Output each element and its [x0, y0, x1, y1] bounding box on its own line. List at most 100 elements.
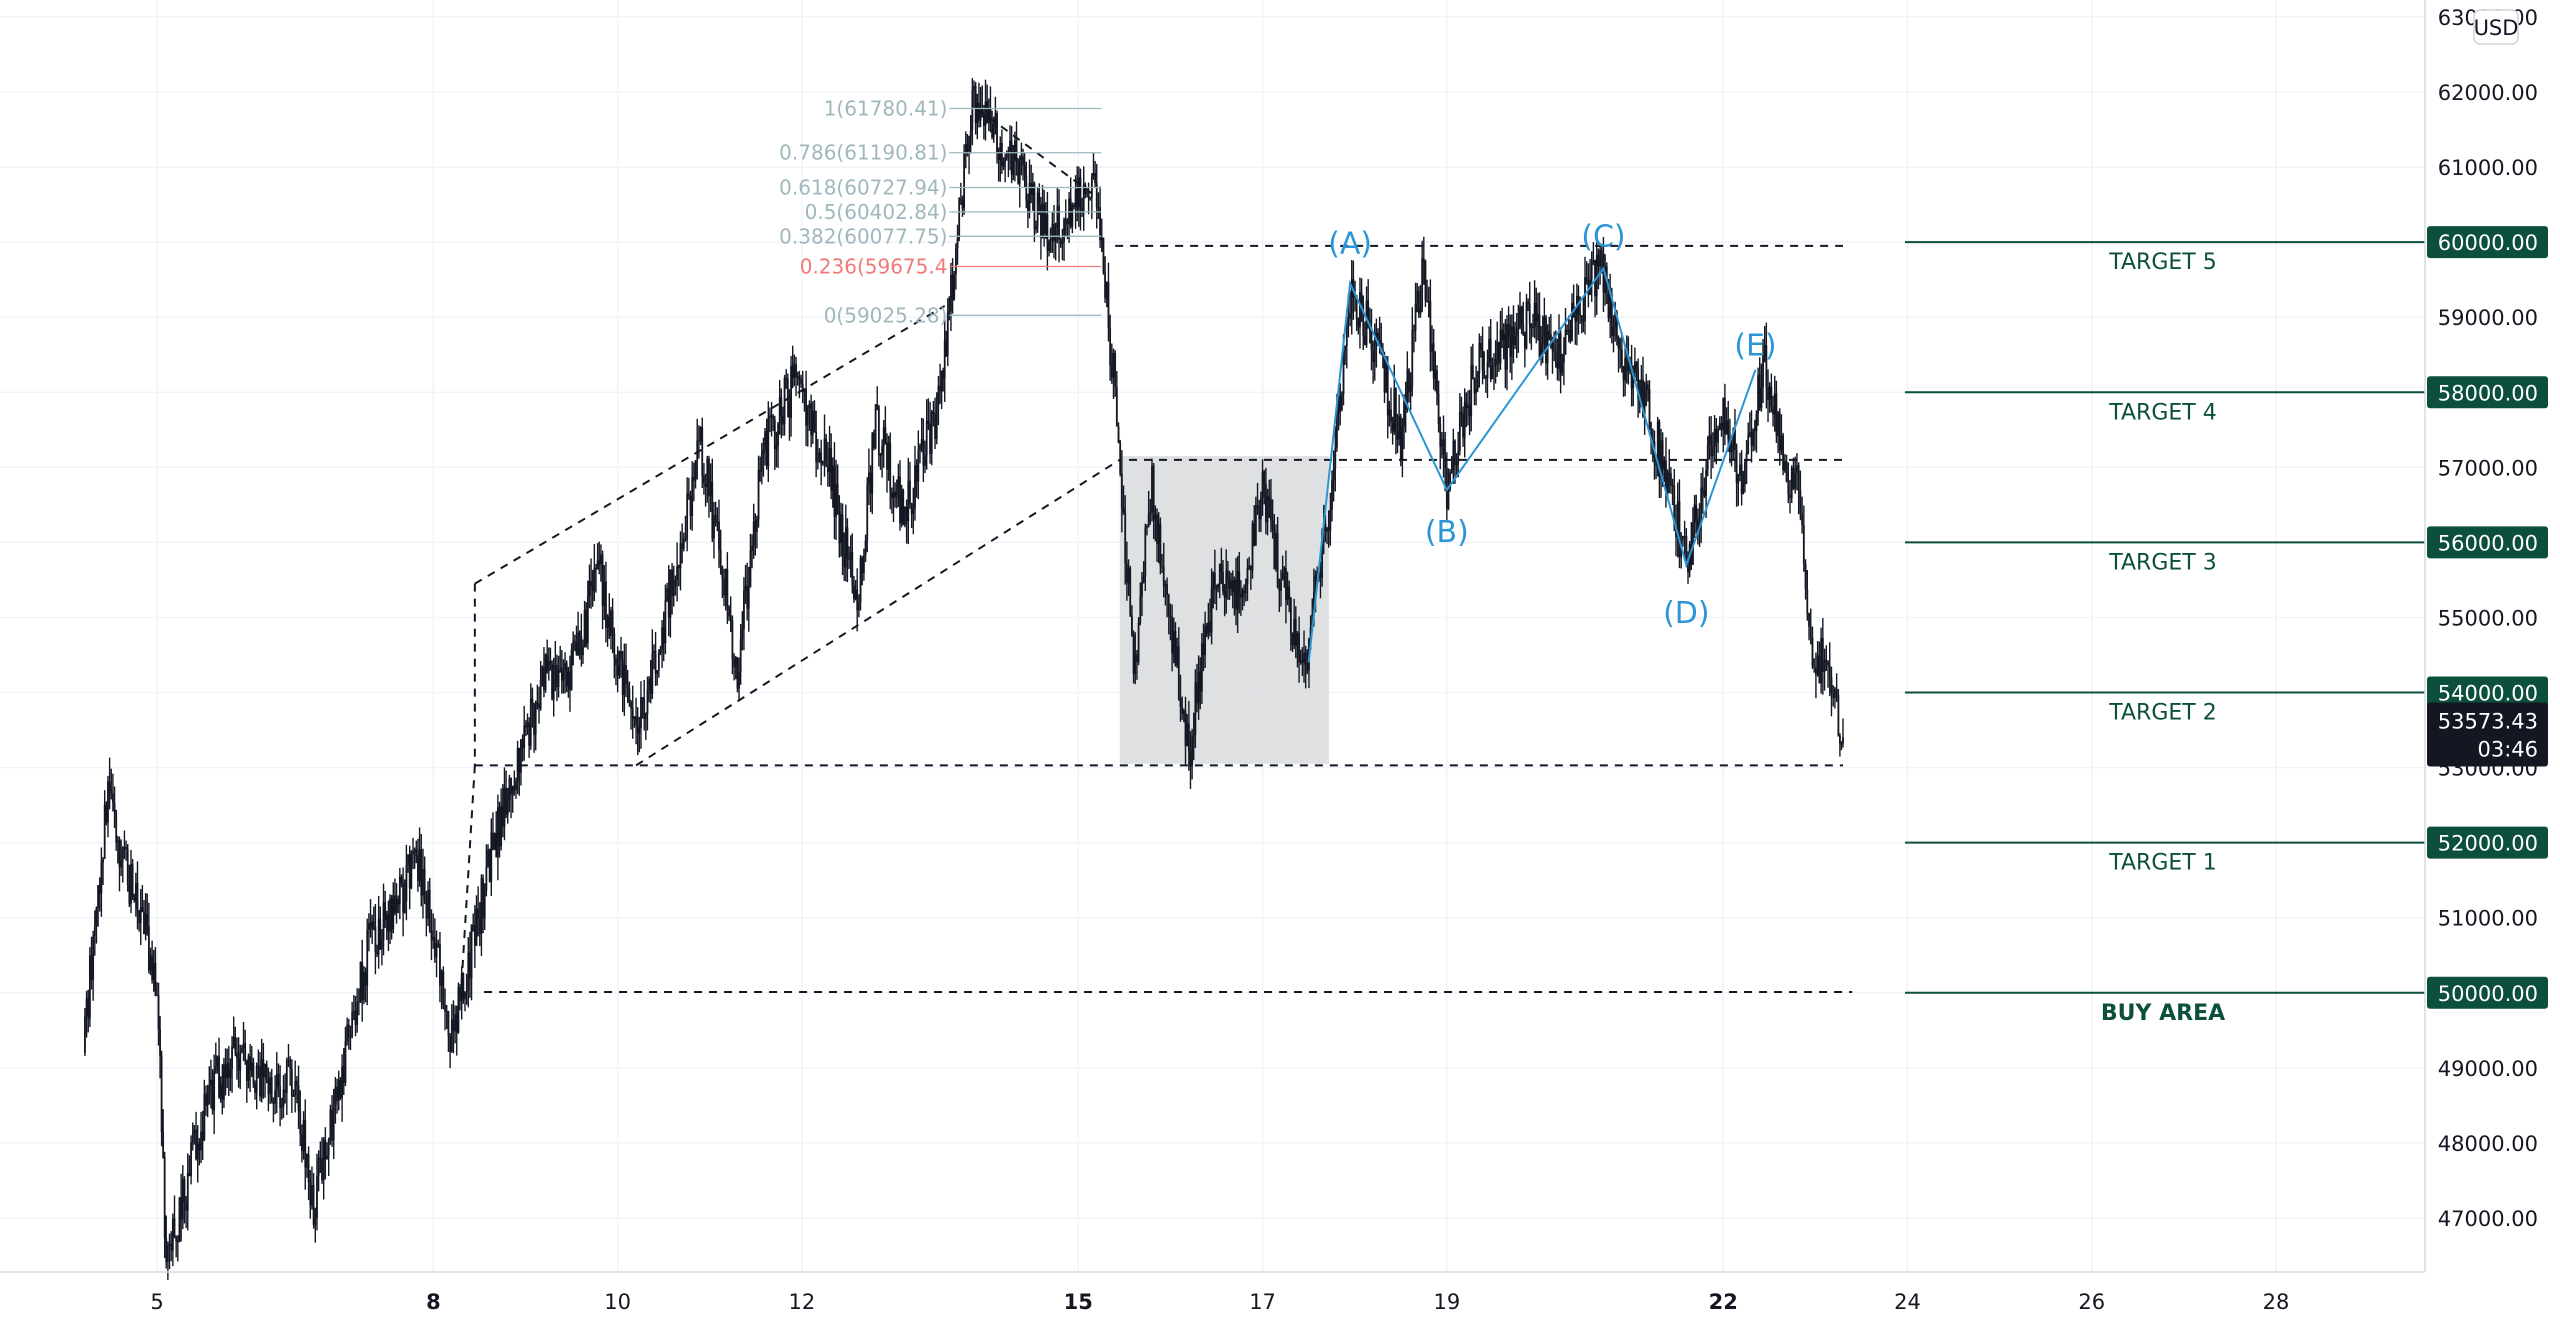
- candle-body: [265, 1063, 268, 1080]
- candle-body: [879, 455, 882, 457]
- candle-body: [611, 610, 614, 634]
- candle-body: [1748, 432, 1751, 435]
- candle-body: [1120, 473, 1123, 509]
- candle-body: [1806, 589, 1809, 614]
- candle-body: [976, 102, 979, 124]
- candle-body: [1737, 475, 1740, 484]
- candle-body: [800, 379, 802, 384]
- candle-body: [1440, 439, 1443, 447]
- candle-body: [1280, 579, 1282, 591]
- candle-body: [1354, 295, 1356, 298]
- candle-body: [1840, 743, 1843, 745]
- candle-body: [595, 567, 597, 570]
- candle-body: [971, 90, 974, 130]
- candle-body: [449, 1036, 452, 1052]
- candle-body: [909, 480, 911, 504]
- candle-body: [1450, 469, 1453, 473]
- candle-body: [940, 370, 943, 392]
- candle-body: [1705, 469, 1708, 496]
- candle-body: [1291, 633, 1294, 646]
- candle-body: [677, 566, 680, 569]
- candle-body: [208, 1085, 211, 1094]
- candle-body: [659, 649, 662, 653]
- candle-body: [1470, 364, 1473, 417]
- candle-body: [1031, 183, 1034, 195]
- candle-body: [1342, 350, 1345, 395]
- candle-body: [1151, 465, 1153, 513]
- candle-body: [312, 1185, 315, 1225]
- candle-body: [572, 640, 575, 650]
- candle-body: [292, 1095, 295, 1097]
- candle-body: [257, 1065, 260, 1067]
- candle-body: [420, 849, 423, 896]
- candle-body: [423, 868, 426, 901]
- candle-body: [1530, 323, 1533, 329]
- candle-body: [1281, 573, 1284, 580]
- candle-body: [528, 722, 531, 746]
- candle-body: [1486, 362, 1489, 379]
- candle-body: [1837, 694, 1840, 736]
- candle-body: [853, 585, 855, 600]
- candle-body: [425, 900, 428, 919]
- candle-body: [389, 898, 391, 932]
- price-tick-label: 49000.00: [2438, 1057, 2538, 1081]
- candle-body: [795, 363, 797, 378]
- time-tick-label: 22: [1709, 1290, 1738, 1314]
- candle-body: [1404, 401, 1407, 410]
- candle-body: [889, 442, 892, 493]
- candle-body: [646, 689, 649, 714]
- candle-body: [997, 152, 1000, 160]
- candle-body: [381, 940, 383, 949]
- candle-body: [1648, 389, 1651, 429]
- candle-body: [955, 248, 957, 275]
- candle-body: [447, 1011, 450, 1037]
- candle-body: [618, 651, 621, 676]
- candle-body: [681, 543, 684, 549]
- candle-body: [762, 449, 765, 454]
- candle-body: [470, 924, 473, 979]
- candle-body: [403, 900, 406, 913]
- candle-body: [946, 312, 949, 356]
- candle-body: [1094, 173, 1097, 184]
- time-axis[interactable]: 5 8 10 12 15 17 19 22 24 26 28: [0, 1271, 2425, 1314]
- candle-body: [1597, 254, 1600, 267]
- candle-body: [1411, 329, 1414, 387]
- candle-body: [185, 1202, 188, 1211]
- candle-body: [284, 1089, 287, 1094]
- candle-body: [1675, 526, 1677, 538]
- candle-body: [1398, 416, 1401, 440]
- candle-body: [1507, 324, 1510, 338]
- candle-body: [319, 1157, 322, 1159]
- candle-body: [1447, 488, 1450, 509]
- currency-badge[interactable]: USD: [2473, 9, 2519, 45]
- candle-body: [1268, 496, 1271, 500]
- candle-body: [1523, 333, 1526, 349]
- candle-body: [195, 1129, 197, 1160]
- candle-body: [159, 1029, 161, 1056]
- candle-body: [684, 538, 687, 540]
- candle-body: [455, 1014, 458, 1033]
- current-price-tag: [2427, 702, 2548, 767]
- candle-body: [714, 514, 717, 523]
- candle-body: [912, 508, 915, 514]
- candle-body: [1701, 487, 1704, 491]
- candle-body: [387, 914, 390, 932]
- candle-body: [361, 962, 364, 1001]
- candle-body: [1417, 290, 1420, 314]
- candle-body: [756, 519, 758, 532]
- candle-body: [413, 849, 416, 852]
- candle-body: [1337, 396, 1340, 414]
- candle-body: [144, 913, 147, 935]
- candle-body: [731, 620, 734, 659]
- candle-body: [1678, 501, 1681, 558]
- candle-body: [633, 716, 636, 719]
- candle-body: [444, 1004, 446, 1012]
- candle-body: [1615, 311, 1618, 339]
- drawing-lines: [460, 107, 1853, 994]
- candle-body: [245, 1060, 248, 1081]
- candle-body: [651, 653, 654, 694]
- candle-body: [1100, 237, 1103, 241]
- candle-body: [107, 781, 109, 823]
- price-axis[interactable]: 47000.0048000.0049000.0051000.0053000.00…: [2424, 0, 2548, 1272]
